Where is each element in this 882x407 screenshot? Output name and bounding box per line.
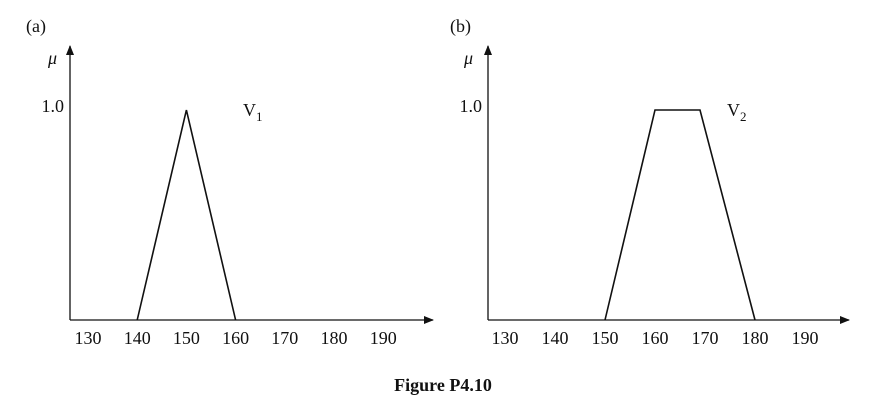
x-tick-label: 160 [642, 328, 669, 348]
x-tick-label: 150 [592, 328, 619, 348]
x-tick-label: 190 [370, 328, 397, 348]
y-axis-label: μ [47, 48, 57, 68]
x-tick-label: 190 [792, 328, 819, 348]
series-label: V1 [243, 100, 263, 124]
panel-b: (b) μ 1.0 130 140 150 160 170 180 190 V2 [450, 16, 850, 348]
panel-label: (a) [26, 16, 46, 37]
x-tick-label: 130 [75, 328, 102, 348]
y-tick-label: 1.0 [42, 96, 65, 116]
x-tick-label: 150 [173, 328, 200, 348]
x-tick-label: 130 [492, 328, 519, 348]
x-tick-label: 140 [542, 328, 569, 348]
membership-function-line [604, 109, 756, 321]
x-tick-label: 170 [271, 328, 298, 348]
series-label: V2 [727, 100, 747, 124]
y-tick-label: 1.0 [460, 96, 483, 116]
figure-caption: Figure P4.10 [394, 375, 492, 395]
x-tick-label: 160 [222, 328, 249, 348]
panel-label: (b) [450, 16, 471, 37]
x-tick-label: 180 [742, 328, 769, 348]
x-tick-label: 180 [321, 328, 348, 348]
x-tick-label: 140 [124, 328, 151, 348]
y-axis-label: μ [463, 48, 473, 68]
membership-function-line [136, 109, 237, 321]
x-tick-label: 170 [692, 328, 719, 348]
panel-a: (a)μ 1.0 130 140 150 160 170 180 190 V1 [26, 16, 434, 348]
